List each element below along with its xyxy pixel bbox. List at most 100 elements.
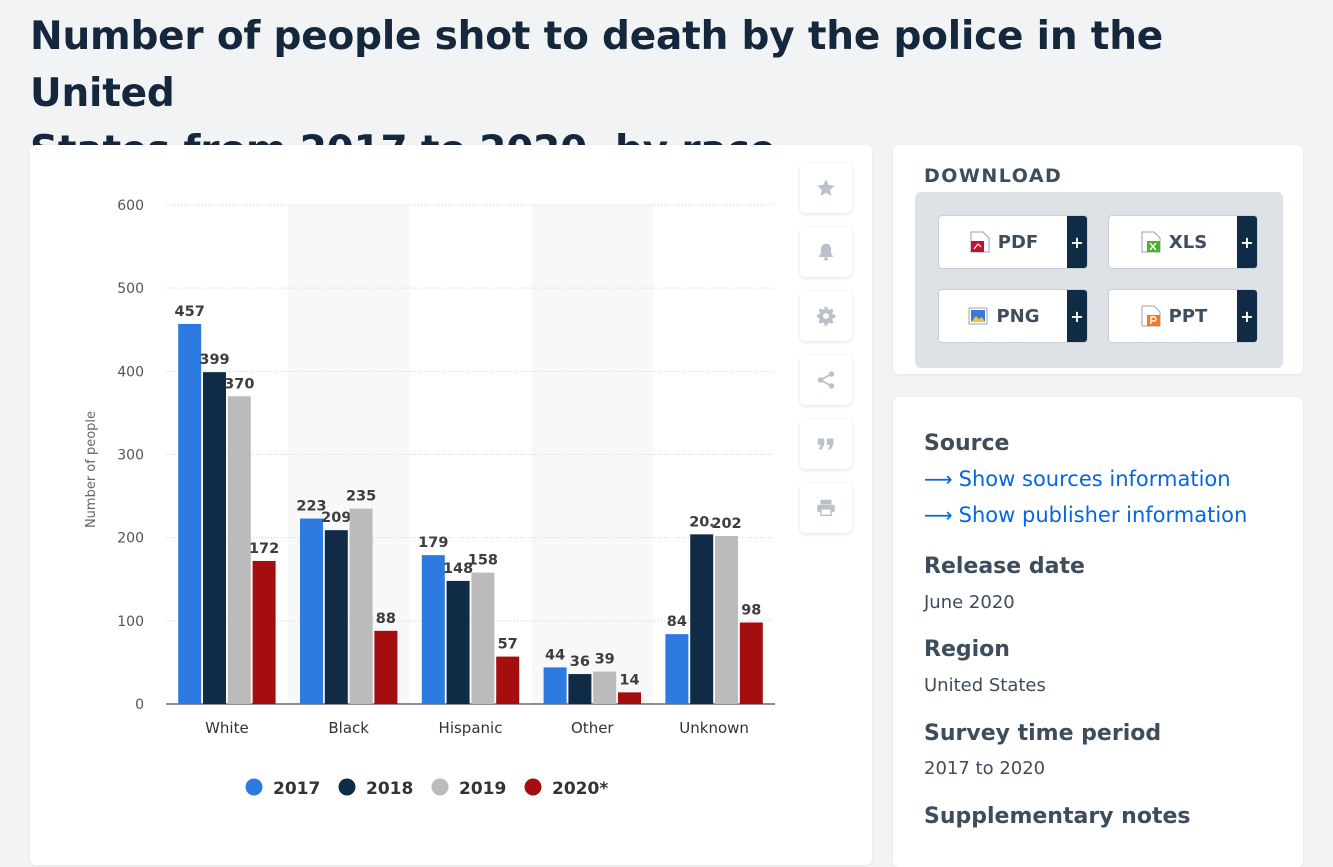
x-tick-label: Unknown <box>679 719 749 737</box>
download-pdf-main[interactable]: PDF <box>939 216 1069 268</box>
data-label: 235 <box>346 489 376 505</box>
legend-marker <box>431 778 449 796</box>
data-label: 370 <box>224 376 254 392</box>
bar <box>421 555 445 704</box>
bar <box>324 530 348 704</box>
settings-button[interactable] <box>800 291 852 341</box>
y-axis-title: Number of people <box>84 411 99 528</box>
data-label: 14 <box>619 672 639 688</box>
notification-button[interactable] <box>800 227 852 277</box>
data-label: 399 <box>199 352 229 368</box>
print-icon <box>817 499 835 517</box>
bar <box>690 534 714 704</box>
y-tick-label: 400 <box>117 364 144 380</box>
data-label: 84 <box>667 614 687 630</box>
show-publisher-label: Show publisher information <box>958 503 1248 527</box>
legend-label: 2018 <box>366 779 413 799</box>
data-label: 457 <box>175 304 205 320</box>
legend-label: 2020* <box>552 779 608 799</box>
survey-period-heading: Survey time period <box>924 721 1162 746</box>
chart-card: 0 100 200 300 400 500 600 Number of people 457 39… <box>30 145 872 865</box>
page-title-line-1: Number of people shot to death by the po… <box>30 14 1164 116</box>
x-tick-label: Black <box>328 719 369 737</box>
show-sources-link[interactable]: ⟶ Show sources information <box>924 467 1231 491</box>
data-label: 223 <box>296 499 326 515</box>
bar <box>715 536 738 704</box>
data-label: 202 <box>711 516 741 532</box>
data-label: 98 <box>741 602 761 618</box>
download-pdf-button[interactable]: PDF + <box>938 215 1088 269</box>
data-label: 36 <box>570 654 590 670</box>
gear-icon <box>816 306 836 326</box>
star-icon <box>817 179 835 196</box>
download-png-button[interactable]: PNG + <box>938 289 1088 343</box>
download-ppt-plus-button[interactable]: + <box>1237 290 1257 342</box>
bar <box>665 634 689 704</box>
arrow-right-icon: ⟶ <box>924 503 953 527</box>
download-title: DOWNLOAD <box>924 165 1063 187</box>
bar <box>593 671 617 704</box>
data-label: 57 <box>498 637 518 653</box>
share-button[interactable] <box>800 355 852 405</box>
data-label: 179 <box>418 535 448 551</box>
xls-file-icon <box>1141 231 1161 253</box>
share-icon <box>817 371 835 389</box>
bar <box>446 580 470 704</box>
bar <box>496 656 520 704</box>
source-heading: Source <box>924 431 1010 456</box>
legend-marker <box>338 778 356 796</box>
legend-marker <box>245 778 263 796</box>
show-sources-label: Show sources information <box>958 467 1231 491</box>
info-card: Source ⟶ Show sources information ⟶ Show… <box>893 397 1303 867</box>
legend-label: 2019 <box>459 779 506 799</box>
quote-icon <box>817 438 834 450</box>
supplementary-notes-heading: Supplementary notes <box>924 804 1191 829</box>
y-tick-label: 0 <box>135 697 144 713</box>
bar <box>178 323 202 704</box>
bar <box>349 508 373 704</box>
legend-marker <box>524 778 542 796</box>
bar <box>543 667 567 704</box>
png-file-icon <box>968 307 988 325</box>
download-xls-plus-button[interactable]: + <box>1237 216 1257 268</box>
legend-label: 2017 <box>273 779 320 799</box>
x-tick-label: Hispanic <box>439 719 503 737</box>
bar <box>618 692 641 704</box>
download-xls-button[interactable]: XLS + <box>1108 215 1258 269</box>
region-value: United States <box>924 675 1046 696</box>
data-label: 44 <box>545 647 565 663</box>
release-date-value: June 2020 <box>924 592 1015 613</box>
download-ppt-main[interactable]: PPT <box>1109 290 1239 342</box>
bar <box>203 372 226 704</box>
download-png-label: PNG <box>996 305 1040 327</box>
data-label: 148 <box>443 561 473 577</box>
download-ppt-button[interactable]: PPT + <box>1108 289 1258 343</box>
download-card: DOWNLOAD PDF + XLS + PNG + <box>893 145 1303 374</box>
arrow-right-icon: ⟶ <box>924 467 953 491</box>
bar <box>739 622 763 704</box>
cite-button[interactable] <box>800 419 852 469</box>
survey-period-value: 2017 to 2020 <box>924 758 1046 779</box>
data-label: 158 <box>468 553 498 569</box>
download-png-plus-button[interactable]: + <box>1067 290 1087 342</box>
show-publisher-link[interactable]: ⟶ Show publisher information <box>924 503 1247 527</box>
y-tick-label: 500 <box>117 281 144 297</box>
bar <box>252 560 276 704</box>
release-date-heading: Release date <box>924 554 1085 579</box>
download-xls-label: XLS <box>1168 231 1208 253</box>
pdf-file-icon <box>970 231 990 253</box>
bar <box>300 518 323 704</box>
print-button[interactable] <box>800 483 852 533</box>
download-xls-main[interactable]: XLS <box>1109 216 1239 268</box>
data-label: 39 <box>595 652 615 668</box>
ppt-file-icon <box>1141 305 1161 327</box>
y-tick-label: 300 <box>117 448 144 464</box>
bar-chart: 0 100 200 300 400 500 600 Number of people 457 39… <box>84 198 775 799</box>
x-tick-label: Other <box>571 719 614 737</box>
y-tick-label: 200 <box>117 531 144 547</box>
download-png-main[interactable]: PNG <box>939 290 1069 342</box>
download-pdf-plus-button[interactable]: + <box>1067 216 1087 268</box>
favorite-button[interactable] <box>800 163 852 213</box>
y-tick-label: 100 <box>117 614 144 630</box>
data-label: 209 <box>321 510 351 526</box>
